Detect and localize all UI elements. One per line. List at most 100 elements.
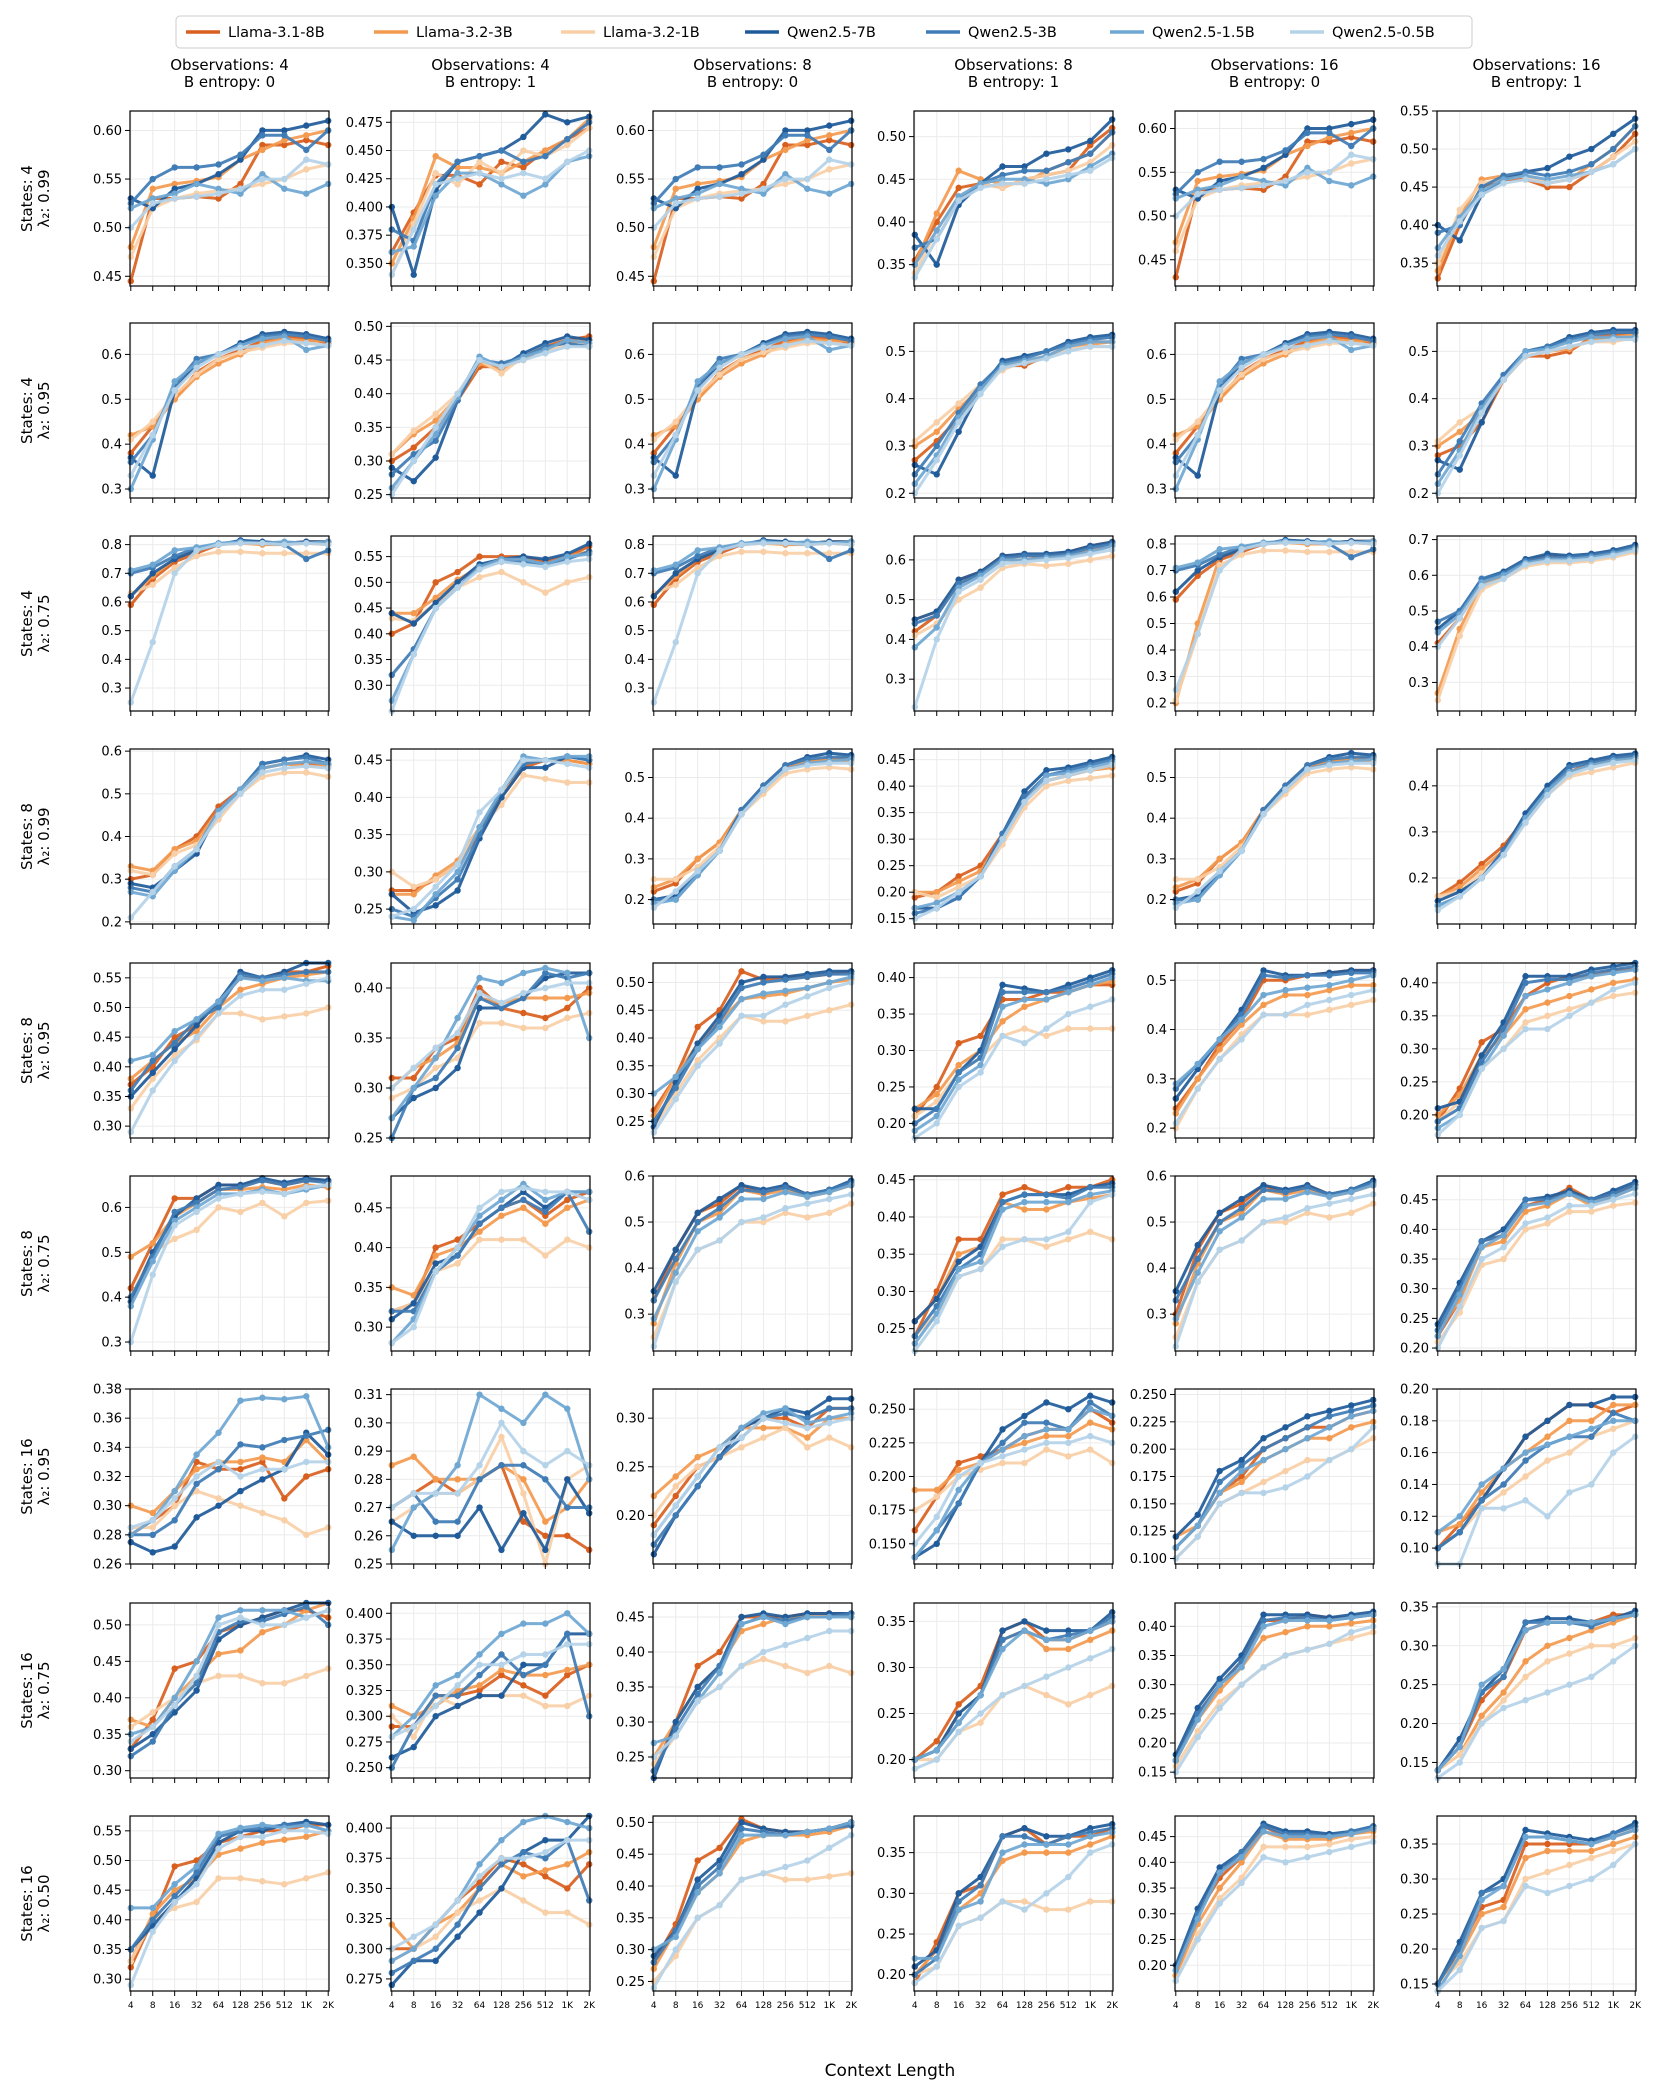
data-point (760, 1424, 767, 1432)
data-point (999, 1426, 1006, 1433)
data-point (848, 117, 855, 124)
data-point (520, 1518, 527, 1525)
data-point (586, 1504, 593, 1511)
data-point (454, 1702, 461, 1710)
data-point (1109, 1236, 1116, 1243)
series-line-llama-3-2-1b (652, 1426, 852, 1517)
data-point (1544, 1417, 1551, 1425)
data-point (1216, 1489, 1223, 1497)
data-point (955, 1258, 962, 1265)
series-line-qwen2-5-0-5b (1436, 147, 1637, 257)
data-point (1216, 1467, 1223, 1475)
data-point (826, 555, 833, 563)
data-point (325, 127, 332, 134)
series-line-qwen2-5-0-5b (1436, 338, 1636, 495)
data-point (237, 1647, 244, 1654)
data-point (933, 1112, 940, 1120)
axes-frame (913, 1175, 1114, 1352)
data-point (1478, 1505, 1485, 1512)
data-point (259, 1621, 266, 1629)
data-point (738, 190, 745, 197)
data-point (193, 547, 200, 554)
data-point (171, 164, 178, 171)
panel-r4-c4: 0.150.200.250.300.350.400.45 (877, 748, 1116, 929)
y-tick-label: 0.35 (1400, 1009, 1429, 1024)
data-point (1326, 981, 1333, 989)
data-point (1043, 176, 1050, 183)
y-tick-label: 0.3 (624, 483, 645, 498)
data-point (237, 348, 244, 356)
data-point (955, 1069, 962, 1076)
column-title: B entropy: 0 (707, 73, 798, 91)
y-tick-label: 0.5 (1146, 617, 1167, 632)
data-point (432, 437, 439, 444)
series-line-qwen2-5-7b (1175, 751, 1374, 902)
data-point (804, 550, 811, 557)
data-point (826, 539, 833, 547)
data-point (454, 181, 461, 188)
series-line-llama-3-2-3b (390, 117, 591, 265)
data-point (911, 480, 918, 488)
data-point (1434, 629, 1441, 636)
data-point (410, 1733, 417, 1741)
data-point (1566, 1417, 1573, 1425)
axes-frame (652, 962, 853, 1139)
data-point (498, 999, 505, 1007)
series-line-qwen2-5-1-5b (1436, 335, 1636, 485)
data-point (716, 1214, 723, 1221)
data-point (1566, 764, 1573, 771)
data-point (1043, 1399, 1050, 1406)
y-tick-label: 0.35 (93, 1728, 122, 1743)
series-line-qwen2-5-0-5b (390, 149, 590, 276)
data-point (1194, 1241, 1201, 1249)
data-point (1544, 557, 1551, 565)
series-line-qwen2-5-1-5b (653, 540, 852, 572)
series-line-qwen2-5-0-5b (1436, 548, 1636, 648)
data-point (1544, 1433, 1551, 1440)
data-point (410, 427, 417, 434)
y-tick-label: 0.35 (877, 1248, 906, 1263)
data-point (564, 1014, 571, 1022)
y-tick-label: 0.25 (354, 1558, 383, 1573)
data-point (564, 119, 571, 126)
data-point (1260, 1445, 1267, 1453)
data-point (1282, 1188, 1289, 1196)
data-point (804, 127, 811, 134)
series-line-qwen2-5-1-5b (129, 1394, 330, 1537)
data-point (650, 224, 657, 231)
y-tick-label: 0.5 (101, 1246, 122, 1261)
data-point (1087, 1446, 1094, 1453)
data-point (694, 1483, 701, 1490)
data-point (237, 344, 244, 351)
data-point (193, 1672, 200, 1680)
data-point (193, 1480, 200, 1487)
y-tick-label: 0.5 (1146, 393, 1167, 408)
data-point (1370, 138, 1377, 145)
data-point (1588, 1433, 1595, 1440)
series-line-qwen2-5-0-5b (913, 1434, 1113, 1545)
data-point (127, 1057, 134, 1065)
data-point (1588, 161, 1595, 168)
data-point (1194, 630, 1201, 638)
data-point (1021, 558, 1028, 566)
series-line-qwen2-5-3b (1174, 1403, 1374, 1549)
data-point (303, 1432, 310, 1439)
data-point (1588, 1208, 1595, 1215)
data-point (542, 147, 549, 154)
data-point (171, 1709, 178, 1716)
data-point (432, 594, 439, 601)
data-point (127, 1293, 134, 1301)
panel-r4-c3: 0.20.30.40.5 (624, 748, 855, 929)
data-point (127, 1087, 134, 1094)
data-point (716, 1195, 723, 1203)
data-point (672, 175, 679, 183)
data-point (1282, 344, 1289, 351)
data-point (1172, 1320, 1179, 1327)
data-point (1065, 146, 1072, 153)
data-point (432, 1490, 439, 1497)
data-point (1588, 333, 1595, 341)
data-point (127, 1502, 134, 1509)
data-point (586, 1546, 593, 1554)
data-point (454, 1260, 461, 1267)
